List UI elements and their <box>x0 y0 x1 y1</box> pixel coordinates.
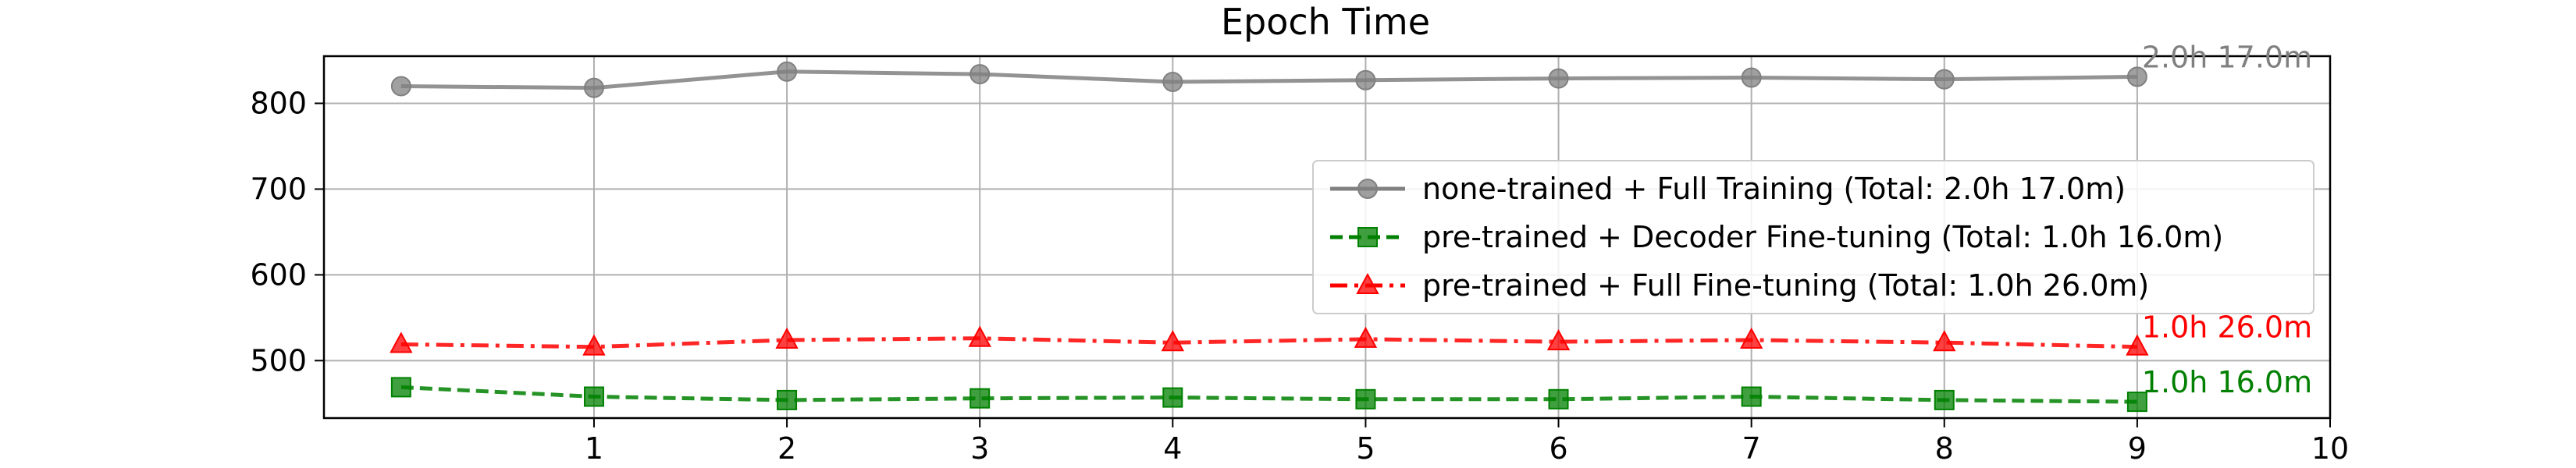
data-point <box>2126 334 2149 356</box>
series-1 <box>390 61 2147 98</box>
data-point <box>390 377 411 398</box>
data-point <box>775 327 799 349</box>
series-2 <box>390 377 2147 413</box>
x-tick-label: 8 <box>1935 431 1954 466</box>
legend-item: pre-trained + Decoder Fine-tuning (Total… <box>1330 220 2223 254</box>
data-point <box>1355 69 1376 90</box>
data-point <box>583 386 604 407</box>
data-point <box>1933 330 1956 352</box>
series-line <box>400 385 2137 404</box>
data-point <box>2126 66 2147 87</box>
data-point <box>1162 387 1183 408</box>
legend-label: pre-trained + Decoder Fine-tuning (Total… <box>1422 220 2223 254</box>
data-point <box>970 388 991 409</box>
series-end-label: 2.0h 17.0m <box>2142 40 2312 74</box>
x-tick-label: 3 <box>970 431 989 466</box>
x-tick-label: 4 <box>1163 431 1182 466</box>
y-tick-label: 800 <box>250 86 307 120</box>
chart-title: Epoch Time <box>1221 1 1430 43</box>
data-point <box>777 61 798 82</box>
series-3 <box>390 325 2149 356</box>
data-point <box>1355 388 1376 410</box>
data-point <box>1548 388 1569 410</box>
x-tick-label: 9 <box>2128 431 2147 466</box>
data-point <box>1739 327 1763 349</box>
x-tick-label: 1 <box>585 431 603 466</box>
series-layer <box>390 61 2149 413</box>
legend-item: pre-trained + Full Fine-tuning (Total: 1… <box>1330 268 2149 303</box>
legend-marker <box>1357 179 1378 199</box>
legend: none-trained + Full Training (Total: 2.0… <box>1312 160 2314 314</box>
end-labels: 2.0h 17.0m 1.0h 16.0m 1.0h 26.0m <box>2142 40 2312 399</box>
series-line <box>400 69 2137 90</box>
x-tick-label: 5 <box>1356 431 1375 466</box>
axis-ticks: 1 2 3 4 5 6 7 8 9 10 500 600 700 800 <box>250 86 2349 466</box>
x-tick-label: 2 <box>777 431 796 466</box>
data-point <box>970 64 991 85</box>
data-point <box>583 77 604 98</box>
legend-marker <box>1356 272 1379 294</box>
data-point <box>1934 69 1955 90</box>
data-point <box>1934 389 1955 410</box>
x-tick-label: 7 <box>1742 431 1761 466</box>
data-point <box>1161 330 1184 352</box>
data-point <box>1546 329 1571 351</box>
data-point <box>1741 386 1762 407</box>
data-point <box>968 325 991 347</box>
data-point <box>777 389 798 410</box>
plot-frame <box>322 55 2332 420</box>
data-point <box>390 332 413 353</box>
series-line <box>400 336 2137 349</box>
data-point <box>1548 68 1569 89</box>
y-tick-label: 600 <box>250 257 307 292</box>
legend-marker <box>1357 227 1378 247</box>
data-point <box>1354 326 1378 348</box>
data-point <box>1162 71 1183 92</box>
data-point <box>390 76 411 97</box>
x-tick-label: 10 <box>2311 431 2349 466</box>
legend-label: none-trained + Full Training (Total: 2.0… <box>1422 172 2126 206</box>
data-point <box>1741 67 1762 88</box>
y-tick-label: 500 <box>250 343 307 378</box>
legend-box <box>1312 160 2314 314</box>
y-tick-label: 700 <box>250 172 307 206</box>
series-end-label: 1.0h 16.0m <box>2142 365 2312 399</box>
series-end-label: 1.0h 26.0m <box>2142 310 2312 345</box>
legend-item: none-trained + Full Training (Total: 2.0… <box>1330 172 2126 206</box>
x-tick-label: 6 <box>1549 431 1567 466</box>
legend-label: pre-trained + Full Fine-tuning (Total: 1… <box>1422 268 2149 303</box>
data-point <box>2126 392 2147 413</box>
data-point <box>582 334 606 356</box>
